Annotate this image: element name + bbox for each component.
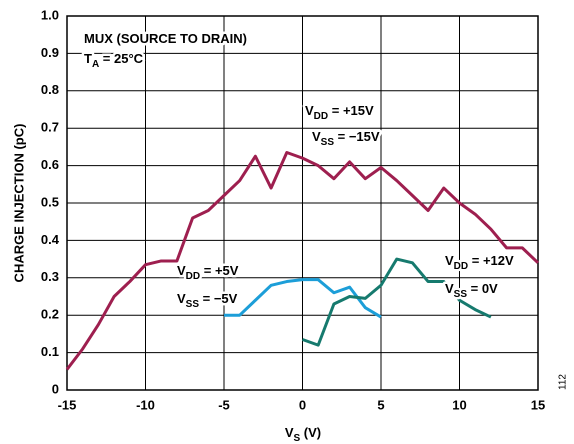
y-tick-label: 0.3 xyxy=(41,269,59,284)
y-tick-label: 0.2 xyxy=(41,307,59,322)
annotation-text: = −15V xyxy=(334,129,380,144)
x-tick-label: -10 xyxy=(136,397,155,412)
annotation: VSS = −15V xyxy=(312,129,380,147)
y-axis-label: CHARGE INJECTION (pC) xyxy=(11,124,26,283)
x-tick-label: 0 xyxy=(299,397,306,412)
annotation-text: V xyxy=(305,103,314,118)
annotation: VSS = −5V xyxy=(177,291,238,309)
plot-frame xyxy=(66,15,539,391)
annotation-text: V xyxy=(177,291,186,306)
annotation-sub: SS xyxy=(454,289,468,300)
x-axis-label: VS (V) xyxy=(285,425,321,443)
series-line xyxy=(301,257,492,347)
series-line xyxy=(65,151,540,371)
annotation-sub: A xyxy=(92,59,99,70)
series-line xyxy=(224,278,382,319)
annotation: VDD = +5V xyxy=(177,263,239,281)
y-tick-label: 0 xyxy=(52,381,59,396)
annotation: MUX (SOURCE TO DRAIN) xyxy=(84,31,247,46)
annotation-sub: DD xyxy=(186,271,200,282)
annotation-text: = +5V xyxy=(200,263,239,278)
annotation-text: V xyxy=(312,129,321,144)
y-tick-label: 0.8 xyxy=(41,82,59,97)
annotation-sub: SS xyxy=(186,299,200,310)
annotation-text: V xyxy=(177,263,186,278)
x-tick-label: 5 xyxy=(377,397,384,412)
annotation-text: V xyxy=(445,281,454,296)
side-note: 112 xyxy=(558,374,569,390)
annotation-text: = +12V xyxy=(468,253,514,268)
y-tick-label: 0.9 xyxy=(41,45,59,60)
annotation: VDD = +12V xyxy=(445,253,514,271)
annotation-sub: SS xyxy=(321,137,335,148)
y-tick-label: 1.0 xyxy=(41,7,59,22)
y-tick-label: 0.5 xyxy=(41,194,59,209)
annotation-text: = 0V xyxy=(467,281,498,296)
annotation-text: = +15V xyxy=(328,103,374,118)
annotation-sub: DD xyxy=(454,261,468,272)
annotation: VDD = +15V xyxy=(305,103,374,121)
x-tick-label: 15 xyxy=(531,397,545,412)
y-tick-label: 0.1 xyxy=(41,344,59,359)
x-tick-label: 10 xyxy=(452,397,466,412)
annotation-text: T xyxy=(84,51,92,66)
y-tick-label: 0.4 xyxy=(41,232,60,247)
annotation-text: MUX (SOURCE TO DRAIN) xyxy=(84,31,247,46)
annotation: VSS = 0V xyxy=(445,281,498,299)
x-tick-label: -15 xyxy=(58,397,77,412)
annotation-sub: DD xyxy=(314,111,328,122)
annotation: TA = 25°C xyxy=(84,51,144,69)
y-tick-label: 0.7 xyxy=(41,120,59,135)
y-tick-label: 0.6 xyxy=(41,157,59,172)
annotation-text: V xyxy=(445,253,454,268)
annotation-text: = 25°C xyxy=(99,51,143,66)
x-tick-label: -5 xyxy=(218,397,230,412)
annotation-text: = −5V xyxy=(199,291,238,306)
